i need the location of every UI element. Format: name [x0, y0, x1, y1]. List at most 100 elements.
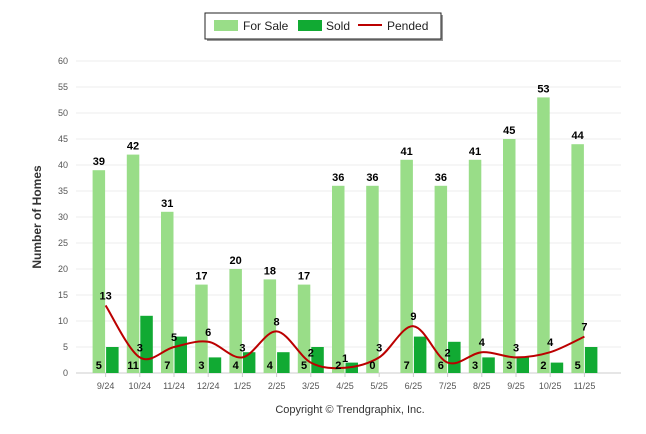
- data-label-for-sale: 17: [298, 271, 310, 283]
- y-tick-label: 25: [58, 238, 68, 248]
- data-label-for-sale: 53: [537, 83, 549, 95]
- bar-for-sale: [126, 154, 140, 373]
- data-label-pended: 5: [171, 332, 177, 344]
- data-labels: 3954211317173204184175362360417366413453…: [93, 83, 588, 372]
- x-axis-ticks: 9/24 10/24 11/24 12/24 1/25 2/25 3/25 4/25 5/25 6…: [97, 373, 595, 391]
- x-tick-label: 9/24: [97, 381, 115, 391]
- data-label-for-sale: 36: [366, 172, 378, 184]
- bars: [92, 97, 598, 374]
- data-label-pended: 2: [308, 348, 314, 360]
- y-tick-label: 45: [58, 134, 68, 144]
- x-tick-label: 1/25: [234, 381, 252, 391]
- data-label-pended: 9: [410, 311, 416, 323]
- y-tick-label: 35: [58, 186, 68, 196]
- bar-sold: [482, 357, 495, 373]
- bar-for-sale: [229, 269, 242, 373]
- legend: For Sale Sold Pended: [204, 12, 443, 41]
- data-label-pended: 3: [513, 342, 519, 354]
- data-label-for-sale: 44: [572, 130, 585, 142]
- data-label-pended: 6: [205, 327, 211, 339]
- bar-sold: [584, 347, 598, 373]
- y-tick-label: 0: [63, 368, 68, 378]
- y-tick-label: 5: [63, 342, 68, 352]
- data-label-sold: 3: [198, 360, 204, 372]
- data-label-for-sale: 41: [401, 146, 413, 158]
- data-label-sold: 4: [233, 360, 240, 372]
- x-tick-label: 10/24: [129, 381, 152, 391]
- data-label-for-sale: 36: [435, 172, 447, 184]
- y-tick-label: 50: [58, 108, 68, 118]
- data-label-sold: 3: [472, 360, 478, 372]
- bar-sold: [277, 352, 290, 373]
- data-label-sold: 3: [506, 360, 512, 372]
- data-label-pended: 13: [99, 290, 111, 302]
- y-tick-label: 40: [58, 160, 68, 170]
- x-tick-label: 8/25: [473, 381, 491, 391]
- data-label-pended: 7: [581, 322, 587, 334]
- bar-for-sale: [263, 279, 277, 373]
- data-label-sold: 5: [301, 360, 307, 372]
- data-label-sold: 2: [335, 360, 341, 372]
- bar-for-sale: [92, 170, 106, 373]
- data-label-for-sale: 18: [264, 265, 276, 277]
- copyright-text: Copyright © Trendgraphix, Inc.: [275, 404, 424, 416]
- bar-for-sale: [468, 159, 482, 373]
- bar-for-sale: [332, 185, 345, 373]
- pended-line: [104, 304, 585, 370]
- data-label-pended: 4: [479, 337, 486, 349]
- bar-for-sale: [434, 185, 448, 373]
- bar-for-sale: [571, 144, 584, 373]
- data-label-pended: 8: [274, 316, 280, 328]
- legend-swatch-for-sale: [214, 20, 238, 31]
- y-axis-ticks: 0 5 10 15 20 25 30 35 40 45 50 55 60: [58, 56, 68, 378]
- bar-sold: [106, 347, 119, 373]
- y-tick-label: 60: [58, 56, 68, 66]
- x-tick-label: 6/25: [405, 381, 423, 391]
- x-tick-label: 10/25: [539, 381, 562, 391]
- data-label-sold: 4: [267, 360, 274, 372]
- data-label-pended: 2: [445, 348, 451, 360]
- legend-label-sold: Sold: [326, 19, 350, 33]
- y-tick-label: 20: [58, 264, 68, 274]
- bar-sold: [242, 352, 256, 373]
- y-tick-label: 10: [58, 316, 68, 326]
- data-label-sold: 7: [164, 360, 170, 372]
- y-axis-label: Number of Homes: [30, 165, 44, 269]
- data-label-for-sale: 39: [93, 156, 105, 168]
- legend-box: [204, 12, 442, 40]
- y-tick-label: 30: [58, 212, 68, 222]
- bar-for-sale: [400, 159, 413, 373]
- data-label-pended: 3: [137, 342, 143, 354]
- x-tick-label: 3/25: [302, 381, 320, 391]
- data-label-sold: 6: [438, 360, 444, 372]
- bar-for-sale: [503, 139, 516, 373]
- bar-for-sale: [537, 97, 550, 374]
- x-tick-label: 11/25: [573, 381, 595, 391]
- data-label-for-sale: 20: [230, 255, 242, 267]
- data-label-sold: 5: [96, 360, 102, 372]
- data-label-pended: 4: [547, 337, 554, 349]
- x-tick-label: 7/25: [439, 381, 457, 391]
- y-tick-label: 55: [58, 82, 68, 92]
- bar-sold: [413, 336, 427, 373]
- x-tick-label: 2/25: [268, 381, 286, 391]
- bar-sold: [550, 362, 564, 373]
- data-label-for-sale: 31: [161, 198, 173, 210]
- legend-label-pended: Pended: [387, 19, 428, 33]
- bar-for-sale: [195, 284, 208, 373]
- x-tick-label: 5/25: [370, 381, 388, 391]
- legend-swatch-sold: [298, 20, 322, 31]
- y-tick-label: 15: [58, 290, 68, 300]
- legend-label-for-sale: For Sale: [243, 19, 289, 33]
- bar-sold: [208, 357, 222, 373]
- bar-sold: [448, 341, 461, 373]
- x-tick-label: 9/25: [507, 381, 525, 391]
- data-label-for-sale: 45: [503, 125, 515, 137]
- data-label-for-sale: 42: [127, 141, 139, 153]
- data-label-sold: 5: [575, 360, 581, 372]
- bar-sold: [516, 357, 529, 373]
- series-line-pended: [104, 304, 585, 370]
- data-label-sold: 11: [127, 360, 139, 372]
- data-label-for-sale: 36: [332, 172, 344, 184]
